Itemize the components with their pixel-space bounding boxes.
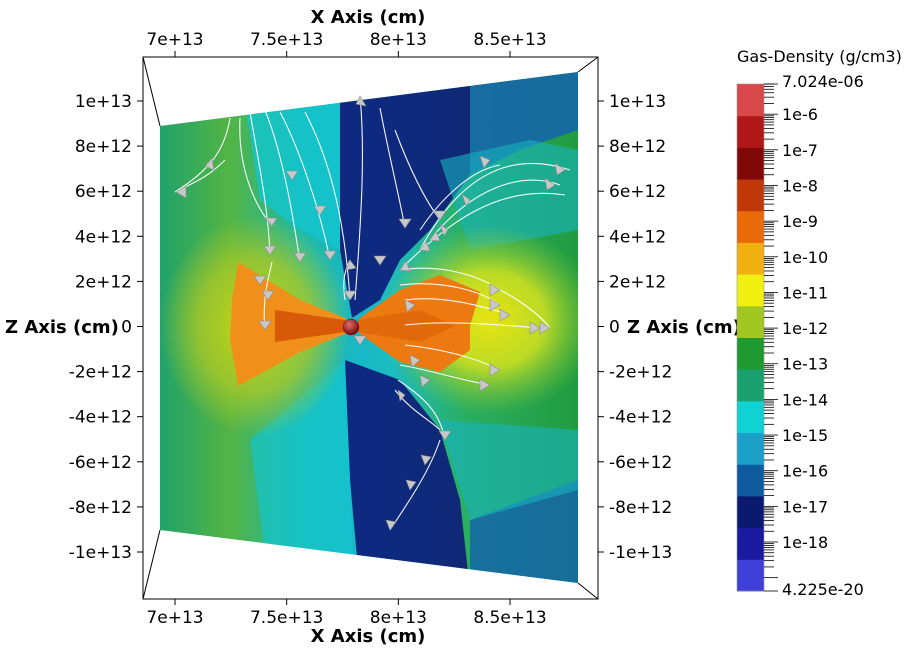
colorbar-segment (737, 337, 764, 370)
colorbar-segment (737, 242, 764, 275)
axes: 7e+13 7e+13 7.5e+13 7.5e+13 8e+13 8e+13 8.5e+1… (69, 30, 673, 628)
colorbar-segment (737, 84, 764, 117)
colorbar-tick-label: 1e-10 (782, 248, 828, 267)
z-tick-label-left: -6e+12 (69, 453, 132, 473)
z-tick-label-left: 8e+12 (75, 137, 132, 157)
x-tick-label-top: 8e+13 (370, 30, 427, 50)
colorbar-tick-label: 1e-6 (782, 105, 818, 124)
colorbar-tick-label: 1e-11 (782, 283, 828, 302)
colorbar-segment (737, 115, 764, 148)
colorbar-segment (737, 559, 764, 592)
x-tick-label-bottom: 7e+13 (146, 608, 203, 628)
colorbar-segment (737, 527, 764, 560)
central-sphere (342, 318, 360, 336)
z-tick-label-left: 1e+13 (75, 92, 132, 112)
z-tick-label-left: -4e+12 (69, 408, 132, 428)
z-tick-label-right: -6e+12 (609, 453, 672, 473)
colorbar-tick-label: 1e-7 (782, 141, 818, 160)
z-tick-label-right: 6e+12 (609, 182, 666, 202)
colorbar-segment (737, 179, 764, 212)
z-tick-label-right: -8e+12 (609, 498, 672, 518)
colorbar-segment (737, 464, 764, 497)
colorbar-segment (737, 369, 764, 402)
z-tick-label-right: 1e+13 (609, 92, 666, 112)
colorbar-min-label: 4.225e-20 (782, 580, 864, 599)
arrow-glyphs (175, 95, 566, 531)
colorbar-title: Gas-Density (g/cm3) (737, 47, 902, 66)
z-tick-label-right: -2e+12 (609, 363, 672, 383)
colorbar-segment (737, 147, 764, 180)
colorbar-tick-label: 1e-13 (782, 355, 828, 374)
colorbar-segment (737, 432, 764, 465)
z-tick-label-right: 2e+12 (609, 272, 666, 292)
colorbar-tick-label: 1e-16 (782, 462, 828, 481)
z-tick-label-left: -8e+12 (69, 498, 132, 518)
z-tick-label-right: 4e+12 (609, 227, 666, 247)
x-axis-title-top: X Axis (cm) (311, 7, 426, 28)
z-tick-label-left: 4e+12 (75, 227, 132, 247)
z-axis-title-left: Z Axis (cm) (5, 317, 119, 338)
bounding-box (142, 56, 599, 600)
colorbar-segment (737, 274, 764, 307)
colorbar-tick-label: 1e-17 (782, 497, 828, 516)
z-tick-label-right: -4e+12 (609, 408, 672, 428)
z-tick-label-left: -2e+12 (69, 363, 132, 383)
z-tick-label-left: -1e+13 (69, 543, 132, 563)
density-slice (160, 72, 578, 583)
colorbar-segment (737, 495, 764, 529)
z-axis-title-right: Z Axis (cm) (627, 317, 741, 338)
x-tick-label-bottom: 7.5e+13 (250, 608, 323, 628)
colorbar-segment (737, 400, 764, 434)
colorbar-segment (737, 305, 764, 338)
x-tick-label-top: 8.5e+13 (473, 30, 546, 50)
z-tick-label-right: 8e+12 (609, 137, 666, 157)
colorbar-tick-label: 1e-15 (782, 426, 828, 445)
colorbar-tick-label: 1e-12 (782, 319, 828, 338)
colorbar-frame (736, 83, 765, 592)
colorbar-tick-label: 1e-18 (782, 533, 828, 552)
colorbar-tick-label: 1e-9 (782, 212, 818, 231)
x-axis-title-bottom: X Axis (cm) (311, 626, 426, 647)
z-tick-label-right: -1e+13 (609, 543, 672, 563)
z-tick-label-right: 0 (609, 318, 620, 338)
z-tick-label-left: 6e+12 (75, 182, 132, 202)
x-tick-label-top: 7e+13 (146, 30, 203, 50)
colorbar-tick-label: 1e-14 (782, 390, 828, 409)
colorbar-tick-label: 1e-8 (782, 176, 818, 195)
colorbar-max-label: 7.024e-06 (782, 72, 864, 91)
x-tick-label-bottom: 8.5e+13 (473, 608, 546, 628)
x-tick-label-bottom: 8e+13 (370, 608, 427, 628)
z-tick-label-left: 2e+12 (75, 272, 132, 292)
colorbar: Gas-Density (g/cm3) 7.024e-06 4.225e-20 … (736, 47, 902, 599)
colorbar-segment (737, 210, 764, 243)
z-tick-label-left: 0 (121, 318, 132, 338)
x-tick-label-top: 7.5e+13 (250, 30, 323, 50)
